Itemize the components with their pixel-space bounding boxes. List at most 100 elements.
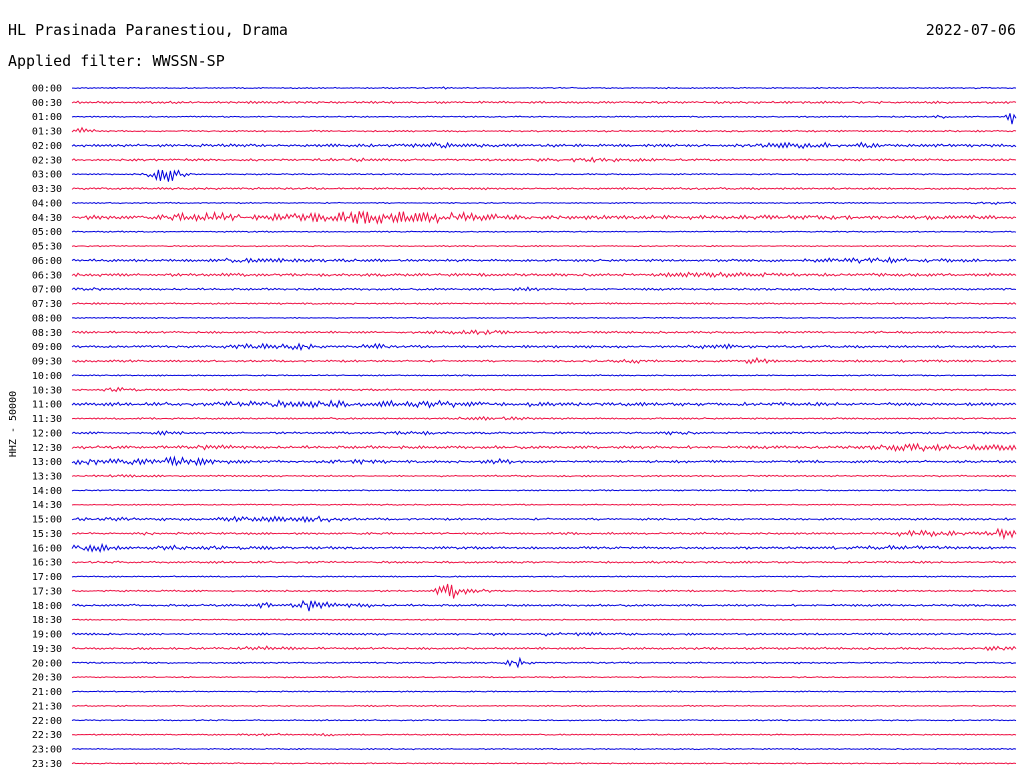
time-tick-label: 11:00: [32, 400, 62, 411]
seismic-trace-0900: [71, 342, 1017, 352]
seismic-trace-0930: [71, 356, 1017, 365]
station-title: HL Prasinada Paranestiou, Drama: [8, 21, 288, 39]
trace-group: [71, 86, 1017, 765]
time-tick-label: 04:30: [32, 213, 62, 224]
seismic-trace-1600: [71, 542, 1017, 554]
seismic-trace-2230: [71, 732, 1017, 737]
seismic-trace-0530: [71, 244, 1017, 248]
date-label: 2022-07-06: [926, 21, 1016, 39]
time-tick-label: 00:00: [32, 84, 62, 95]
seismic-trace-1530: [71, 527, 1017, 541]
seismic-trace-1930: [71, 645, 1017, 652]
time-tick-label: 05:30: [32, 242, 62, 253]
time-tick-label: 21:00: [32, 687, 62, 698]
seismic-trace-1700: [71, 575, 1017, 578]
time-tick-labels: 00:00 00:30 01:00 01:30 02:00 02:30 03:00 03:30…: [32, 84, 62, 770]
time-tick-label: 00:30: [32, 98, 62, 109]
time-tick-label: 14:00: [32, 486, 62, 497]
time-tick-label: 19:30: [32, 644, 62, 655]
seismic-trace-0600: [71, 256, 1017, 265]
seismic-trace-1730: [71, 583, 1017, 599]
time-tick-label: 19:00: [32, 630, 62, 641]
seismic-trace-2200: [71, 719, 1017, 722]
seismic-trace-0430: [71, 210, 1017, 225]
seismic-trace-1500: [71, 515, 1017, 524]
seismic-trace-1200: [71, 430, 1017, 436]
time-tick-label: 13:00: [32, 457, 62, 468]
seismic-trace-2130: [71, 704, 1017, 708]
time-tick-label: 04:00: [32, 198, 62, 209]
seismic-trace-0630: [71, 271, 1017, 279]
y-axis-label: HHZ - 50000: [8, 391, 19, 457]
seismic-trace-1130: [71, 415, 1017, 422]
time-tick-label: 01:30: [32, 127, 62, 138]
time-tick-label: 08:00: [32, 313, 62, 324]
time-tick-label: 09:30: [32, 357, 62, 368]
time-tick-label: 03:00: [32, 170, 62, 181]
seismic-trace-1830: [71, 618, 1017, 621]
time-tick-label: 07:00: [32, 285, 62, 296]
time-tick-label: 21:30: [32, 701, 62, 712]
time-tick-label: 01:00: [32, 112, 62, 123]
time-tick-label: 16:00: [32, 543, 62, 554]
seismic-trace-1300: [71, 455, 1017, 467]
seismic-trace-1630: [71, 560, 1017, 564]
time-tick-label: 10:30: [32, 385, 62, 396]
seismic-trace-1100: [71, 399, 1017, 409]
time-tick-label: 08:30: [32, 328, 62, 339]
seismic-trace-2000: [71, 656, 1017, 669]
time-tick-label: 09:00: [32, 342, 62, 353]
seismic-trace-1000: [71, 374, 1017, 377]
time-tick-label: 17:30: [32, 586, 62, 597]
time-tick-label: 02:30: [32, 155, 62, 166]
seismic-trace-0700: [71, 286, 1017, 292]
time-tick-label: 12:30: [32, 443, 62, 454]
time-tick-label: 22:00: [32, 716, 62, 727]
time-tick-label: 10:00: [32, 371, 62, 382]
seismic-trace-1400: [71, 488, 1017, 492]
time-tick-label: 22:30: [32, 730, 62, 741]
seismic-trace-0030: [71, 100, 1017, 105]
time-tick-label: 17:00: [32, 572, 62, 583]
seismic-trace-1330: [71, 474, 1017, 478]
seismic-trace-0200: [71, 141, 1017, 150]
seismic-trace-0500: [71, 230, 1017, 233]
time-tick-label: 11:30: [32, 414, 62, 425]
time-tick-label: 20:30: [32, 673, 62, 684]
seismic-trace-0300: [71, 169, 1017, 182]
seismic-trace-0130: [71, 126, 1017, 134]
seismic-trace-1900: [71, 631, 1017, 637]
time-tick-label: 18:30: [32, 615, 62, 626]
time-tick-label: 06:00: [32, 256, 62, 267]
time-tick-label: 20:00: [32, 658, 62, 669]
time-tick-label: 02:00: [32, 141, 62, 152]
seismic-trace-2300: [71, 747, 1017, 751]
seismic-trace-0830: [71, 329, 1017, 336]
seismic-trace-2100: [71, 690, 1017, 693]
time-tick-label: 15:00: [32, 515, 62, 526]
time-tick-label: 23:00: [32, 745, 62, 756]
seismic-trace-0330: [71, 186, 1017, 191]
seismic-trace-1230: [71, 442, 1017, 453]
time-tick-label: 15:30: [32, 529, 62, 540]
time-tick-label: 13:30: [32, 471, 62, 482]
filter-label: Applied filter: WWSSN-SP: [8, 52, 225, 70]
time-tick-label: 06:30: [32, 270, 62, 281]
seismic-trace-0800: [71, 316, 1017, 320]
time-tick-label: 14:30: [32, 500, 62, 511]
seismic-trace-0230: [71, 156, 1017, 164]
time-tick-label: 07:30: [32, 299, 62, 310]
seismic-trace-1430: [71, 503, 1017, 506]
time-tick-label: 23:30: [32, 759, 62, 770]
time-tick-label: 03:30: [32, 184, 62, 195]
seismic-trace-0100: [71, 113, 1017, 125]
seismic-trace-0730: [71, 302, 1017, 306]
seismic-trace-0400: [71, 201, 1017, 206]
time-tick-label: 16:30: [32, 558, 62, 569]
seismic-trace-0000: [72, 86, 1017, 90]
seismic-trace-1800: [71, 599, 1017, 612]
time-tick-label: 18:00: [32, 601, 62, 612]
time-tick-label: 05:00: [32, 227, 62, 238]
seismic-trace-2330: [71, 762, 1017, 765]
